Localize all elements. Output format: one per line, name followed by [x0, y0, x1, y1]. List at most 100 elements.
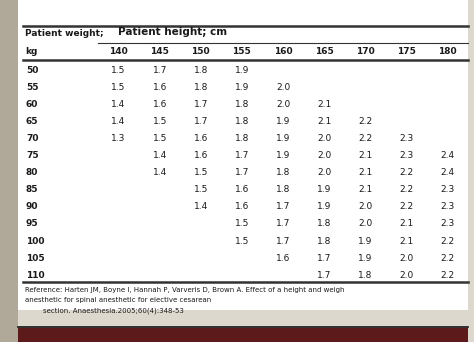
Text: 1.7: 1.7	[317, 271, 331, 280]
Bar	[18, 328, 468, 342]
Text: 2.2: 2.2	[358, 117, 372, 126]
Text: 1.7: 1.7	[193, 117, 208, 126]
Text: 1.7: 1.7	[276, 237, 290, 246]
Text: 50: 50	[26, 66, 38, 75]
Text: 1.5: 1.5	[153, 117, 167, 126]
Text: 1.9: 1.9	[276, 117, 290, 126]
Text: 2.1: 2.1	[358, 151, 373, 160]
Text: 1.3: 1.3	[111, 134, 126, 143]
Text: 1.5: 1.5	[153, 134, 167, 143]
Text: 1.7: 1.7	[153, 66, 167, 75]
Text: 1.7: 1.7	[235, 168, 249, 177]
Text: 175: 175	[397, 47, 416, 55]
Text: 55: 55	[26, 83, 38, 92]
Text: 1.4: 1.4	[153, 151, 167, 160]
Text: 1.7: 1.7	[276, 220, 290, 228]
Text: 1.9: 1.9	[235, 66, 249, 75]
Text: 1.5: 1.5	[111, 66, 126, 75]
Text: 1.9: 1.9	[235, 83, 249, 92]
Text: 2.0: 2.0	[358, 202, 373, 211]
Text: section. Anaesthesia.2005;60(4):348-53: section. Anaesthesia.2005;60(4):348-53	[25, 307, 184, 314]
Text: 1.8: 1.8	[276, 168, 290, 177]
Text: 1.4: 1.4	[111, 117, 126, 126]
Text: 1.6: 1.6	[235, 185, 249, 194]
Text: 1.6: 1.6	[193, 134, 208, 143]
Text: 2.2: 2.2	[440, 237, 455, 246]
Text: Patient weight;: Patient weight;	[25, 28, 104, 38]
Text: 1.6: 1.6	[276, 253, 290, 263]
Text: 2.1: 2.1	[358, 168, 373, 177]
Text: 1.5: 1.5	[111, 83, 126, 92]
Text: 2.1: 2.1	[399, 220, 413, 228]
Text: 2.1: 2.1	[399, 237, 413, 246]
Text: 1.8: 1.8	[317, 237, 331, 246]
Text: 1.7: 1.7	[235, 151, 249, 160]
Text: 2.0: 2.0	[317, 168, 331, 177]
Text: 170: 170	[356, 47, 374, 55]
Text: 1.4: 1.4	[153, 168, 167, 177]
Text: 2.1: 2.1	[317, 100, 331, 109]
Text: 2.1: 2.1	[358, 185, 373, 194]
Text: 2.0: 2.0	[276, 83, 290, 92]
Text: 140: 140	[109, 47, 128, 55]
Text: 2.2: 2.2	[440, 271, 455, 280]
Text: 150: 150	[191, 47, 210, 55]
Text: 1.5: 1.5	[193, 168, 208, 177]
Text: 1.8: 1.8	[193, 83, 208, 92]
Text: 160: 160	[273, 47, 292, 55]
Text: 2.3: 2.3	[440, 185, 455, 194]
Text: 110: 110	[26, 271, 45, 280]
Text: 2.2: 2.2	[399, 168, 413, 177]
Text: 1.9: 1.9	[358, 253, 373, 263]
Text: 2.2: 2.2	[440, 253, 455, 263]
Text: 2.0: 2.0	[317, 134, 331, 143]
Text: anesthetic for spinal anesthetic for elective cesarean: anesthetic for spinal anesthetic for ele…	[25, 297, 211, 303]
Text: 2.0: 2.0	[399, 253, 413, 263]
Text: 1.6: 1.6	[193, 151, 208, 160]
Text: 2.2: 2.2	[399, 202, 413, 211]
Text: Patient height; cm: Patient height; cm	[118, 27, 227, 37]
Text: 2.3: 2.3	[440, 202, 455, 211]
Text: 1.5: 1.5	[235, 220, 249, 228]
Text: 1.7: 1.7	[317, 253, 331, 263]
Text: 165: 165	[315, 47, 334, 55]
Text: 80: 80	[26, 168, 38, 177]
Text: 2.3: 2.3	[399, 151, 413, 160]
Text: 70: 70	[26, 134, 38, 143]
Text: 180: 180	[438, 47, 457, 55]
Text: 1.6: 1.6	[153, 100, 167, 109]
Text: 65: 65	[26, 117, 38, 126]
Text: 1.8: 1.8	[235, 134, 249, 143]
Text: 1.6: 1.6	[153, 83, 167, 92]
Text: 1.8: 1.8	[235, 100, 249, 109]
Text: 1.7: 1.7	[193, 100, 208, 109]
Text: 1.8: 1.8	[276, 185, 290, 194]
Text: 2.3: 2.3	[440, 220, 455, 228]
Text: 1.9: 1.9	[358, 237, 373, 246]
Text: 1.8: 1.8	[358, 271, 373, 280]
Text: 145: 145	[150, 47, 169, 55]
Text: 105: 105	[26, 253, 45, 263]
Text: 1.9: 1.9	[276, 134, 290, 143]
Text: 1.9: 1.9	[317, 185, 331, 194]
Text: 60: 60	[26, 100, 38, 109]
Bar	[0, 0, 18, 342]
Text: 100: 100	[26, 237, 45, 246]
Text: 2.0: 2.0	[358, 220, 373, 228]
Text: 2.4: 2.4	[440, 151, 455, 160]
Text: 2.2: 2.2	[399, 185, 413, 194]
Text: kg: kg	[25, 47, 37, 55]
Text: 85: 85	[26, 185, 38, 194]
Text: 1.4: 1.4	[111, 100, 126, 109]
Text: 2.2: 2.2	[358, 134, 372, 143]
Text: 2.3: 2.3	[399, 134, 413, 143]
Text: 1.6: 1.6	[235, 202, 249, 211]
Text: 1.7: 1.7	[276, 202, 290, 211]
Text: 1.8: 1.8	[193, 66, 208, 75]
Text: 155: 155	[233, 47, 251, 55]
Text: 1.9: 1.9	[276, 151, 290, 160]
Text: 1.8: 1.8	[235, 117, 249, 126]
Text: 75: 75	[26, 151, 38, 160]
Text: Reference: Harten JM, Boyne I, Hannah P, Varveris D, Brown A. Effect of a height: Reference: Harten JM, Boyne I, Hannah P,…	[25, 287, 345, 293]
Text: 1.9: 1.9	[317, 202, 331, 211]
